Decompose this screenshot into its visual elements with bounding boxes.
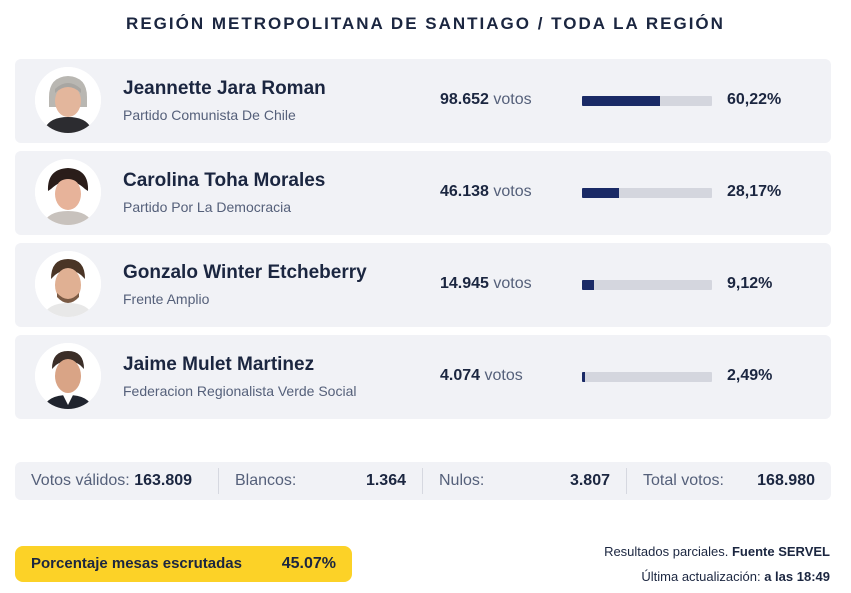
- candidate-party: Federacion Regionalista Verde Social: [123, 383, 357, 399]
- valid-votes: Votos válidos: 163.809: [31, 462, 192, 500]
- candidate-card[interactable]: Carolina Toha Morales Partido Por La Dem…: [15, 151, 831, 235]
- candidate-photo: [35, 251, 101, 317]
- last-update-label: Última actualización:: [641, 569, 761, 584]
- candidate-name: Carolina Toha Morales: [123, 170, 326, 191]
- total-votes-label: Total votos:: [643, 472, 724, 489]
- vote-share-fill: [582, 280, 594, 290]
- candidate-photo: [35, 343, 101, 409]
- partial-results-label: Resultados parciales.: [604, 544, 729, 559]
- tables-counted-label: Porcentaje mesas escrutadas: [31, 555, 242, 572]
- vote-share-bar: [582, 280, 712, 290]
- valid-votes-value: 163.809: [134, 472, 193, 489]
- vote-count: 46.138: [440, 183, 489, 200]
- last-update: Última actualización: a las 18:49: [641, 569, 830, 584]
- votes-unit: votos: [493, 91, 532, 108]
- vote-share-fill: [582, 188, 619, 198]
- tables-counted-value: 45.07%: [281, 555, 336, 572]
- candidate-card[interactable]: Jaime Mulet Martinez Federacion Regional…: [15, 335, 831, 419]
- candidate-name: Gonzalo Winter Etcheberry: [123, 262, 367, 283]
- blank-votes-label: Blancos:: [235, 472, 297, 489]
- divider: [218, 468, 219, 494]
- vote-share-bar: [582, 96, 712, 106]
- votes-unit: votos: [484, 367, 523, 384]
- votes-unit: votos: [493, 183, 532, 200]
- candidate-party: Frente Amplio: [123, 291, 210, 307]
- last-update-time: a las 18:49: [764, 569, 830, 584]
- candidate-party: Partido Por La Democracia: [123, 199, 292, 215]
- divider: [626, 468, 627, 494]
- candidate-name: Jaime Mulet Martinez: [123, 354, 315, 375]
- vote-percentage: 2,49%: [727, 367, 773, 384]
- vote-count: 4.074: [440, 367, 481, 384]
- valid-votes-label: Votos válidos:: [31, 472, 130, 489]
- results-source: Resultados parciales. Fuente SERVEL: [604, 544, 830, 559]
- candidate-card[interactable]: Jeannette Jara Roman Partido Comunista D…: [15, 59, 831, 143]
- candidate-name: Jeannette Jara Roman: [123, 78, 326, 99]
- vote-share-bar: [582, 188, 712, 198]
- candidate-card[interactable]: Gonzalo Winter Etcheberry Frente Amplio …: [15, 243, 831, 327]
- vote-count: 14.945: [440, 275, 489, 292]
- candidate-votes: 4.074 votos: [440, 367, 523, 385]
- candidate-party: Partido Comunista De Chile: [123, 107, 296, 123]
- total-votes-value: 168.980: [757, 472, 815, 489]
- page-title: REGIÓN METROPOLITANA DE SANTIAGO / TODA …: [126, 14, 725, 33]
- tables-counted-badge: Porcentaje mesas escrutadas 45.07%: [15, 546, 352, 582]
- candidate-votes: 14.945 votos: [440, 275, 532, 293]
- candidate-votes: 46.138 votos: [440, 183, 532, 201]
- vote-share-fill: [582, 96, 661, 106]
- vote-percentage: 60,22%: [727, 91, 782, 108]
- votes-unit: votos: [493, 275, 532, 292]
- null-votes-label: Nulos:: [439, 472, 485, 489]
- candidate-votes: 98.652 votos: [440, 91, 532, 109]
- vote-count: 98.652: [440, 91, 489, 108]
- source-name: Fuente SERVEL: [731, 544, 830, 559]
- vote-totals-bar: Votos válidos: 163.809 Blancos: 1.364 Nu…: [15, 462, 831, 500]
- vote-share-fill: [582, 372, 586, 382]
- null-votes-value: 3.807: [569, 472, 610, 489]
- vote-percentage: 28,17%: [727, 183, 782, 200]
- divider: [422, 468, 423, 494]
- candidate-photo: [35, 159, 101, 225]
- blank-votes-value: 1.364: [365, 472, 406, 489]
- vote-percentage: 9,12%: [727, 275, 773, 292]
- vote-share-bar: [582, 372, 712, 382]
- candidate-photo: [35, 67, 101, 133]
